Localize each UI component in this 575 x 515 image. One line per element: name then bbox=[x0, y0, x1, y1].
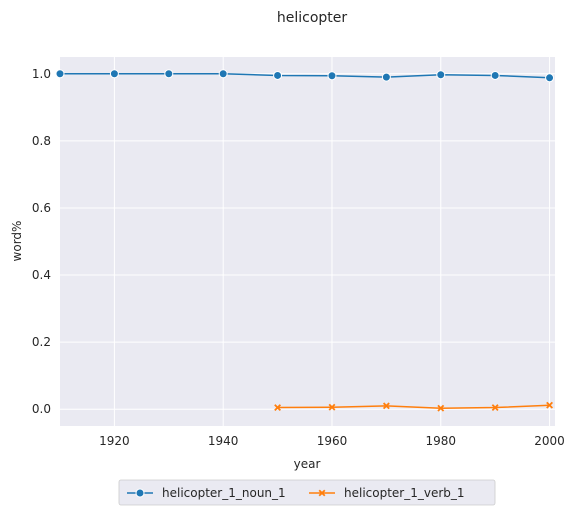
data-point bbox=[55, 69, 65, 79]
data-point bbox=[382, 402, 390, 410]
y-axis-label: word% bbox=[10, 221, 24, 262]
plot-area bbox=[60, 57, 555, 426]
data-point bbox=[274, 404, 282, 411]
series-2 bbox=[274, 401, 553, 412]
y-tick-label: 0.4 bbox=[32, 268, 51, 282]
y-tick-label: 1.0 bbox=[32, 67, 51, 81]
series-layer bbox=[55, 69, 555, 412]
legend-label: helicopter_1_verb_1 bbox=[344, 486, 465, 500]
legend-marker bbox=[135, 488, 145, 498]
data-point bbox=[164, 69, 174, 79]
legend-item: helicopter_1_noun_1 bbox=[127, 486, 286, 500]
x-tick-label: 2000 bbox=[534, 434, 565, 448]
data-point bbox=[218, 69, 228, 79]
chart-title: helicopter bbox=[277, 10, 348, 26]
data-point bbox=[491, 404, 499, 411]
series-1 bbox=[55, 69, 555, 83]
tick-labels: 0.0 0.2 0.4 0.6 0.8 1.0 1920 1940 1960 1980 2000 bbox=[32, 67, 565, 448]
y-tick-label: 0.0 bbox=[32, 402, 51, 416]
data-point bbox=[328, 403, 336, 411]
data-point bbox=[437, 404, 445, 412]
data-point bbox=[109, 69, 119, 79]
legend-label: helicopter_1_noun_1 bbox=[162, 486, 286, 500]
x-tick-label: 1980 bbox=[425, 434, 456, 448]
data-point bbox=[327, 71, 337, 81]
data-point bbox=[273, 70, 283, 80]
legend-box bbox=[118, 479, 496, 506]
data-point bbox=[436, 70, 446, 80]
data-point bbox=[381, 72, 391, 82]
data-point bbox=[546, 401, 553, 409]
x-tick-label: 1940 bbox=[208, 434, 239, 448]
legend: helicopter_1_noun_1 helicopter_1_verb_1 bbox=[118, 479, 496, 506]
legend-item: helicopter_1_verb_1 bbox=[309, 486, 465, 500]
x-axis-label: year bbox=[294, 457, 321, 471]
y-tick-label: 0.6 bbox=[32, 201, 51, 215]
x-tick-label: 1960 bbox=[317, 434, 348, 448]
series-line bbox=[277, 404, 550, 409]
x-tick-label: 1920 bbox=[99, 434, 130, 448]
series-line bbox=[60, 73, 550, 79]
data-point bbox=[490, 70, 500, 80]
y-tick-label: 0.8 bbox=[32, 134, 51, 148]
legend-marker bbox=[318, 489, 326, 497]
data-point bbox=[545, 73, 555, 83]
y-tick-label: 0.2 bbox=[32, 335, 51, 349]
